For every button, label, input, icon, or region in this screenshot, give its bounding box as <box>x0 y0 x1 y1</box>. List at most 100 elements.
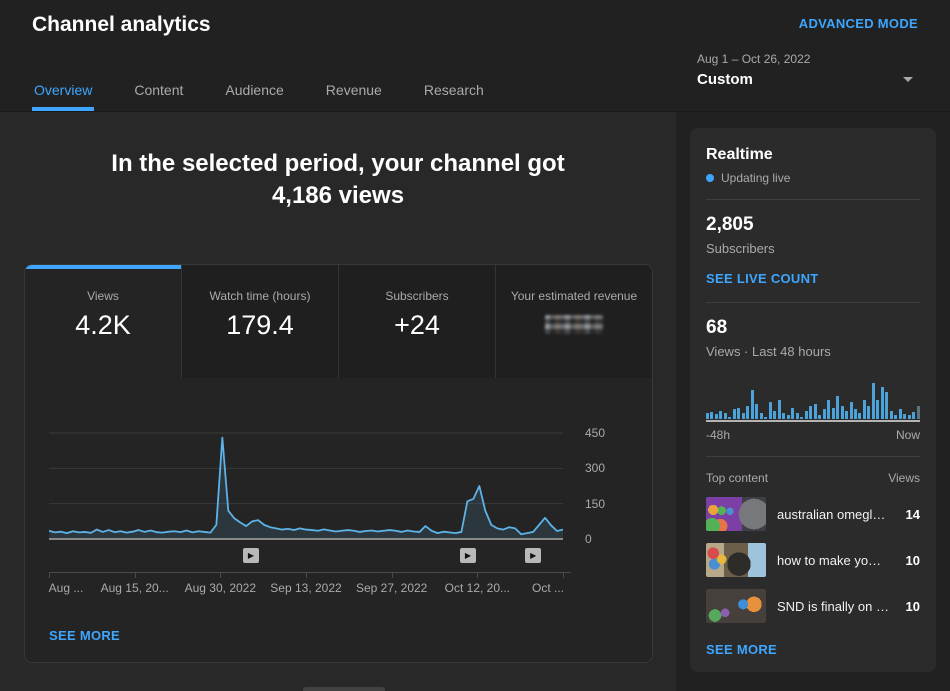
tab-research[interactable]: Research <box>423 82 484 98</box>
redacted-revenue-value <box>545 315 603 334</box>
x-axis-label: Aug 15, 20... <box>100 581 169 595</box>
metric-tab-row: Views 4.2K Watch time (hours) 179.4 Subscrib… <box>25 265 652 378</box>
top-content-label: Top content <box>706 471 769 485</box>
metric-tab-subscribers[interactable]: Subscribers +24 <box>338 265 495 378</box>
realtime-bar <box>822 409 826 419</box>
header: Channel analytics ADVANCED MODE Overview… <box>0 0 950 112</box>
realtime-bar <box>768 402 772 419</box>
top-content-views-label: Views <box>888 471 920 485</box>
realtime-bar <box>782 413 786 419</box>
tab-audience[interactable]: Audience <box>225 82 284 98</box>
realtime-bar <box>858 413 862 419</box>
views-48h-count: 68 <box>706 317 728 338</box>
realtime-see-more-link[interactable]: SEE MORE <box>706 642 778 657</box>
realtime-bar <box>777 400 781 419</box>
video-publish-marker-icon[interactable]: ▶ <box>525 548 542 563</box>
realtime-bar <box>732 409 736 419</box>
key-metrics-card: Views 4.2K Watch time (hours) 179.4 Subscrib… <box>24 264 653 663</box>
metric-value: +24 <box>394 310 440 340</box>
video-thumbnail <box>706 589 766 623</box>
realtime-status-text: Updating live <box>721 171 791 185</box>
tab-content[interactable]: Content <box>134 82 184 98</box>
realtime-bar <box>827 400 831 419</box>
video-views: 14 <box>905 506 920 522</box>
video-thumbnail <box>706 543 766 577</box>
realtime-bar <box>750 390 754 419</box>
y-axis-label: 450 <box>585 426 606 440</box>
realtime-bar <box>809 406 813 419</box>
realtime-bar <box>898 409 902 419</box>
date-preset-label: Custom <box>697 71 753 88</box>
realtime-bar <box>755 404 759 419</box>
x-axis-label: Aug 30, 2022 <box>184 581 257 595</box>
realtime-bar <box>867 406 871 419</box>
realtime-bar <box>876 400 880 419</box>
video-publish-marker-icon[interactable]: ▶ <box>459 548 476 563</box>
y-axis-label: 300 <box>585 461 606 476</box>
metric-value: 4.2K <box>75 310 131 340</box>
x-axis-label: Sep 27, 2022 <box>355 581 428 595</box>
summary-line-2: 4,186 views <box>271 182 405 209</box>
y-axis-label: 150 <box>585 496 606 511</box>
realtime-bar <box>737 408 741 419</box>
live-dot-icon <box>706 174 714 182</box>
metric-label: Your estimated revenue <box>510 289 638 303</box>
realtime-bar <box>795 413 799 419</box>
realtime-bar <box>853 409 857 419</box>
next-card-peek <box>303 687 385 691</box>
video-title: how to make yo… <box>777 552 882 568</box>
realtime-bar <box>849 402 853 419</box>
realtime-bar <box>903 414 907 419</box>
subscribers-label: Subscribers <box>706 241 775 256</box>
realtime-bar <box>786 415 790 419</box>
top-content-row[interactable]: australian omegl… 14 <box>706 497 920 531</box>
realtime-title: Realtime <box>706 146 773 163</box>
chevron-down-icon <box>903 77 913 82</box>
realtime-bar <box>916 406 920 419</box>
divider <box>706 199 920 200</box>
x-axis-label: Aug ... <box>48 581 84 595</box>
metric-label: Views <box>87 289 119 303</box>
realtime-bar <box>894 415 898 419</box>
realtime-bar <box>885 392 889 419</box>
summary-line-1: In the selected period, your channel got <box>111 150 565 177</box>
top-content-header: Top content Views <box>706 471 920 485</box>
summary-headline: In the selected period, your channel got… <box>0 148 676 212</box>
metric-label: Subscribers <box>385 289 449 303</box>
realtime-bar <box>773 411 777 419</box>
realtime-bar <box>764 417 768 419</box>
main-content: In the selected period, your channel got… <box>0 112 676 691</box>
advanced-mode-link[interactable]: ADVANCED MODE <box>798 16 918 31</box>
realtime-bar <box>813 404 817 419</box>
top-content-row[interactable]: SND is finally on … 10 <box>706 589 920 623</box>
video-publish-marker-icon[interactable]: ▶ <box>243 548 259 563</box>
metric-tab-watch-time-hours[interactable]: Watch time (hours) 179.4 <box>181 265 338 378</box>
date-range-picker[interactable]: Aug 1 – Oct 26, 2022 Custom <box>697 52 919 88</box>
realtime-bar <box>710 412 714 419</box>
realtime-bar <box>719 411 723 419</box>
realtime-bar <box>714 414 718 419</box>
realtime-bar <box>723 413 727 419</box>
realtime-axis-left: -48h <box>706 428 731 442</box>
metric-label: Watch time (hours) <box>209 289 311 303</box>
top-content-row[interactable]: how to make yo… 10 <box>706 543 920 577</box>
x-axis-tick <box>49 572 50 578</box>
realtime-bar <box>907 415 911 419</box>
realtime-bar <box>818 415 822 419</box>
metric-tab-views[interactable]: Views 4.2K <box>25 265 181 378</box>
realtime-bar <box>912 412 916 419</box>
metric-tab-your-estimated-revenue[interactable]: Your estimated revenue <box>495 265 652 378</box>
right-sidebar: Realtime Updating live 2,805 Subscribers… <box>676 112 950 691</box>
tab-overview[interactable]: Overview <box>32 82 95 111</box>
see-live-count-link[interactable]: SEE LIVE COUNT <box>706 271 819 286</box>
divider <box>706 456 920 457</box>
see-more-link[interactable]: SEE MORE <box>49 628 121 643</box>
realtime-bar <box>746 406 750 419</box>
x-axis-tick <box>391 572 393 578</box>
realtime-axis <box>706 420 920 422</box>
realtime-bar <box>706 413 709 419</box>
realtime-bar <box>836 396 840 419</box>
tab-revenue[interactable]: Revenue <box>325 82 382 98</box>
x-axis-tick <box>220 572 222 578</box>
realtime-bar <box>728 417 732 419</box>
